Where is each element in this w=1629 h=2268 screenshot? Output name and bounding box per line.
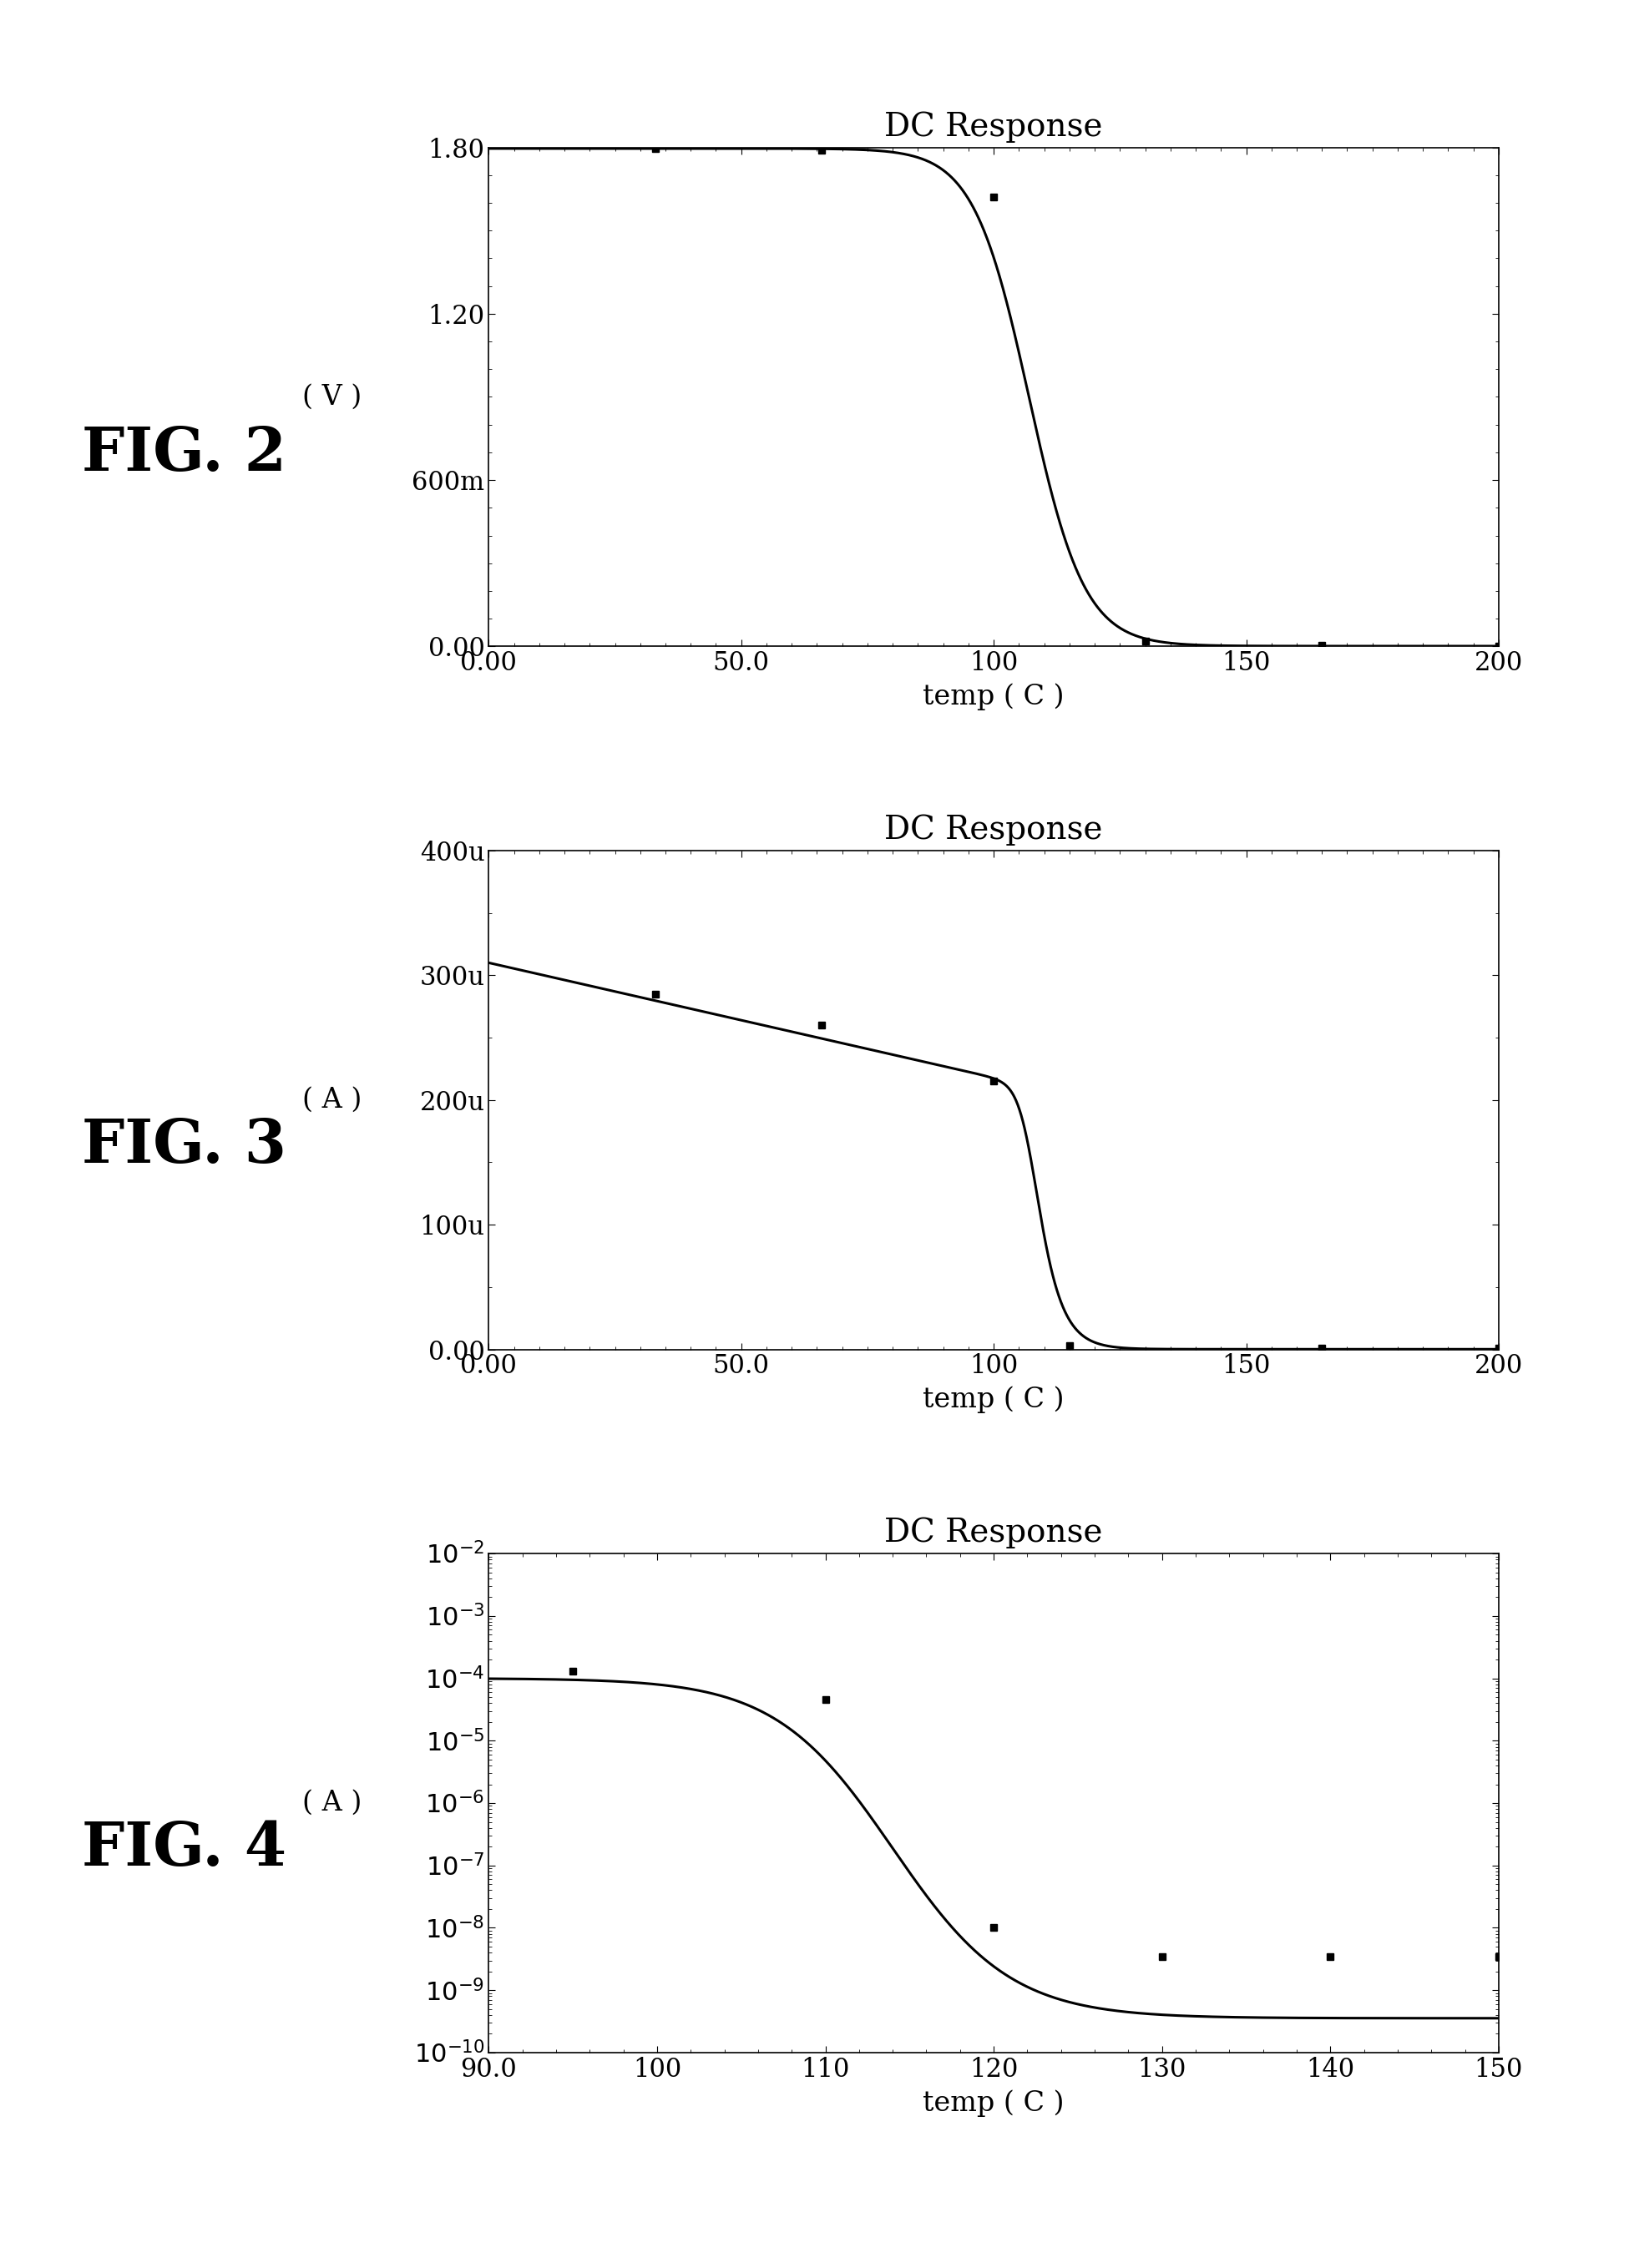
Title: DC Response: DC Response <box>885 1517 1103 1549</box>
Text: FIG. 4: FIG. 4 <box>81 1819 287 1878</box>
X-axis label: temp ( C ): temp ( C ) <box>924 2089 1064 2116</box>
Text: ( A ): ( A ) <box>303 1086 362 1114</box>
X-axis label: temp ( C ): temp ( C ) <box>924 683 1064 710</box>
Title: DC Response: DC Response <box>885 111 1103 143</box>
Title: DC Response: DC Response <box>885 814 1103 846</box>
Text: FIG. 3: FIG. 3 <box>81 1116 287 1175</box>
Text: FIG. 2: FIG. 2 <box>81 424 287 483</box>
Text: ( V ): ( V ) <box>303 383 362 411</box>
Text: ( A ): ( A ) <box>303 1789 362 1817</box>
X-axis label: temp ( C ): temp ( C ) <box>924 1386 1064 1413</box>
